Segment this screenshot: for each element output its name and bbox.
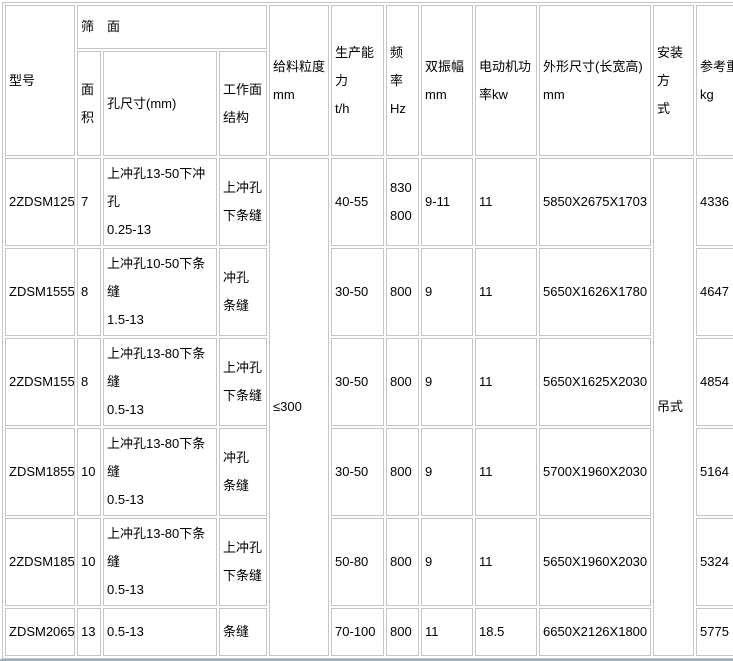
cell-area: 8 xyxy=(77,338,101,426)
cell-frequency: 800 xyxy=(386,518,420,606)
cell-structure: 上冲孔 下条缝 xyxy=(219,518,268,606)
cell-structure: 上冲孔 下条缝 xyxy=(219,338,268,426)
column-header-dimensions: 外形尺寸(长宽高) mm xyxy=(539,5,652,156)
cell-power: 11 xyxy=(475,158,538,246)
cell-dimensions: 5650X1626X1780 xyxy=(539,248,652,336)
cell-structure: 冲孔 条缝 xyxy=(219,428,268,516)
cell-amplitude: 9 xyxy=(421,518,474,606)
column-header-hole-size: 孔尺寸(mm) xyxy=(103,51,217,156)
cell-structure: 上冲孔 下条缝 xyxy=(219,158,268,246)
cell-weight: 5324 xyxy=(696,518,733,606)
column-header-amplitude: 双振幅 mm xyxy=(421,5,474,156)
cell-power: 18.5 xyxy=(475,608,538,656)
table-row: ZDSM1855 10 上冲孔13-80下条缝 0.5-13 冲孔 条缝 30-… xyxy=(5,428,733,516)
cell-feed-size-merged: ≤300 xyxy=(269,158,330,656)
cell-hole-size: 上冲孔13-80下条缝 0.5-13 xyxy=(103,338,217,426)
cell-capacity: 30-50 xyxy=(331,248,385,336)
table-row: 2ZDSM1555 8 上冲孔13-80下条缝 0.5-13 上冲孔 下条缝 3… xyxy=(5,338,733,426)
cell-area: 10 xyxy=(77,428,101,516)
column-header-frequency: 频率 Hz xyxy=(386,5,420,156)
cell-weight: 5775 xyxy=(696,608,733,656)
cell-power: 11 xyxy=(475,518,538,606)
cell-dimensions: 6650X2126X1800 xyxy=(539,608,652,656)
header-row-top: 型号 筛 面 给料粒度 mm 生产能力 t/h 频率 Hz 双振幅 mm 电动机… xyxy=(5,5,733,156)
cell-capacity: 30-50 xyxy=(331,428,385,516)
cell-install-merged: 吊式 xyxy=(653,158,695,656)
cell-structure: 冲孔 条缝 xyxy=(219,248,268,336)
header-row-sub: 面 积 孔尺寸(mm) 工作面 结构 xyxy=(5,51,733,156)
cell-area: 7 xyxy=(77,158,101,246)
cell-hole-size: 上冲孔13-50下冲孔 0.25-13 xyxy=(103,158,217,246)
cell-weight: 4854 xyxy=(696,338,733,426)
cell-power: 11 xyxy=(475,428,538,516)
cell-dimensions: 5700X1960X2030 xyxy=(539,428,652,516)
cell-area: 13 xyxy=(77,608,101,656)
cell-power: 11 xyxy=(475,248,538,336)
cell-model: ZDSM1555 xyxy=(5,248,75,336)
column-header-capacity: 生产能力 t/h xyxy=(331,5,385,156)
cell-amplitude: 11 xyxy=(421,608,474,656)
cell-model: 2ZDSM1256 xyxy=(5,158,75,246)
cell-hole-size: 0.5-13 xyxy=(103,608,217,656)
cell-model: ZDSM2065 xyxy=(5,608,75,656)
table-row: 2ZDSM1855 10 上冲孔13-80下条缝 0.5-13 上冲孔 下条缝 … xyxy=(5,518,733,606)
cell-area: 10 xyxy=(77,518,101,606)
cell-model: 2ZDSM1555 xyxy=(5,338,75,426)
column-header-install: 安装方 式 xyxy=(653,5,695,156)
cell-hole-size: 上冲孔13-80下条缝 0.5-13 xyxy=(103,518,217,606)
column-header-sieve-group: 筛 面 xyxy=(77,5,268,49)
column-header-feed-size: 给料粒度 mm xyxy=(269,5,330,156)
cell-area: 8 xyxy=(77,248,101,336)
cell-capacity: 70-100 xyxy=(331,608,385,656)
cell-frequency: 800 xyxy=(386,248,420,336)
cell-hole-size: 上冲孔13-80下条缝 0.5-13 xyxy=(103,428,217,516)
cell-dimensions: 5650X1960X2030 xyxy=(539,518,652,606)
cell-amplitude: 9-11 xyxy=(421,158,474,246)
cell-dimensions: 5850X2675X1703 xyxy=(539,158,652,246)
cell-capacity: 40-55 xyxy=(331,158,385,246)
column-header-structure: 工作面 结构 xyxy=(219,51,268,156)
column-header-weight: 参考重量 kg xyxy=(696,5,733,156)
cell-frequency: 800 xyxy=(386,608,420,656)
cell-weight: 4336 xyxy=(696,158,733,246)
cell-frequency: 830 800 xyxy=(386,158,420,246)
cell-amplitude: 9 xyxy=(421,428,474,516)
cell-model: 2ZDSM1855 xyxy=(5,518,75,606)
cell-model: ZDSM1855 xyxy=(5,428,75,516)
cell-capacity: 50-80 xyxy=(331,518,385,606)
cell-weight: 5164 xyxy=(696,428,733,516)
table-row: ZDSM1555 8 上冲孔10-50下条缝 1.5-13 冲孔 条缝 30-5… xyxy=(5,248,733,336)
column-header-model: 型号 xyxy=(5,5,75,156)
cell-amplitude: 9 xyxy=(421,248,474,336)
column-header-power: 电动机功 率kw xyxy=(475,5,538,156)
cell-frequency: 800 xyxy=(386,338,420,426)
table-row: 2ZDSM1256 7 上冲孔13-50下冲孔 0.25-13 上冲孔 下条缝 … xyxy=(5,158,733,656)
table-row: ZDSM2065 13 0.5-13 条缝 70-100 800 11 18.5… xyxy=(5,608,733,656)
cell-dimensions: 5650X1625X2030 xyxy=(539,338,652,426)
cell-weight: 4647 xyxy=(696,248,733,336)
cell-hole-size: 上冲孔10-50下条缝 1.5-13 xyxy=(103,248,217,336)
cell-power: 11 xyxy=(475,338,538,426)
cell-frequency: 800 xyxy=(386,428,420,516)
column-header-area: 面 积 xyxy=(77,51,101,156)
cell-amplitude: 9 xyxy=(421,338,474,426)
cell-capacity: 30-50 xyxy=(331,338,385,426)
cell-structure: 条缝 xyxy=(219,608,268,656)
